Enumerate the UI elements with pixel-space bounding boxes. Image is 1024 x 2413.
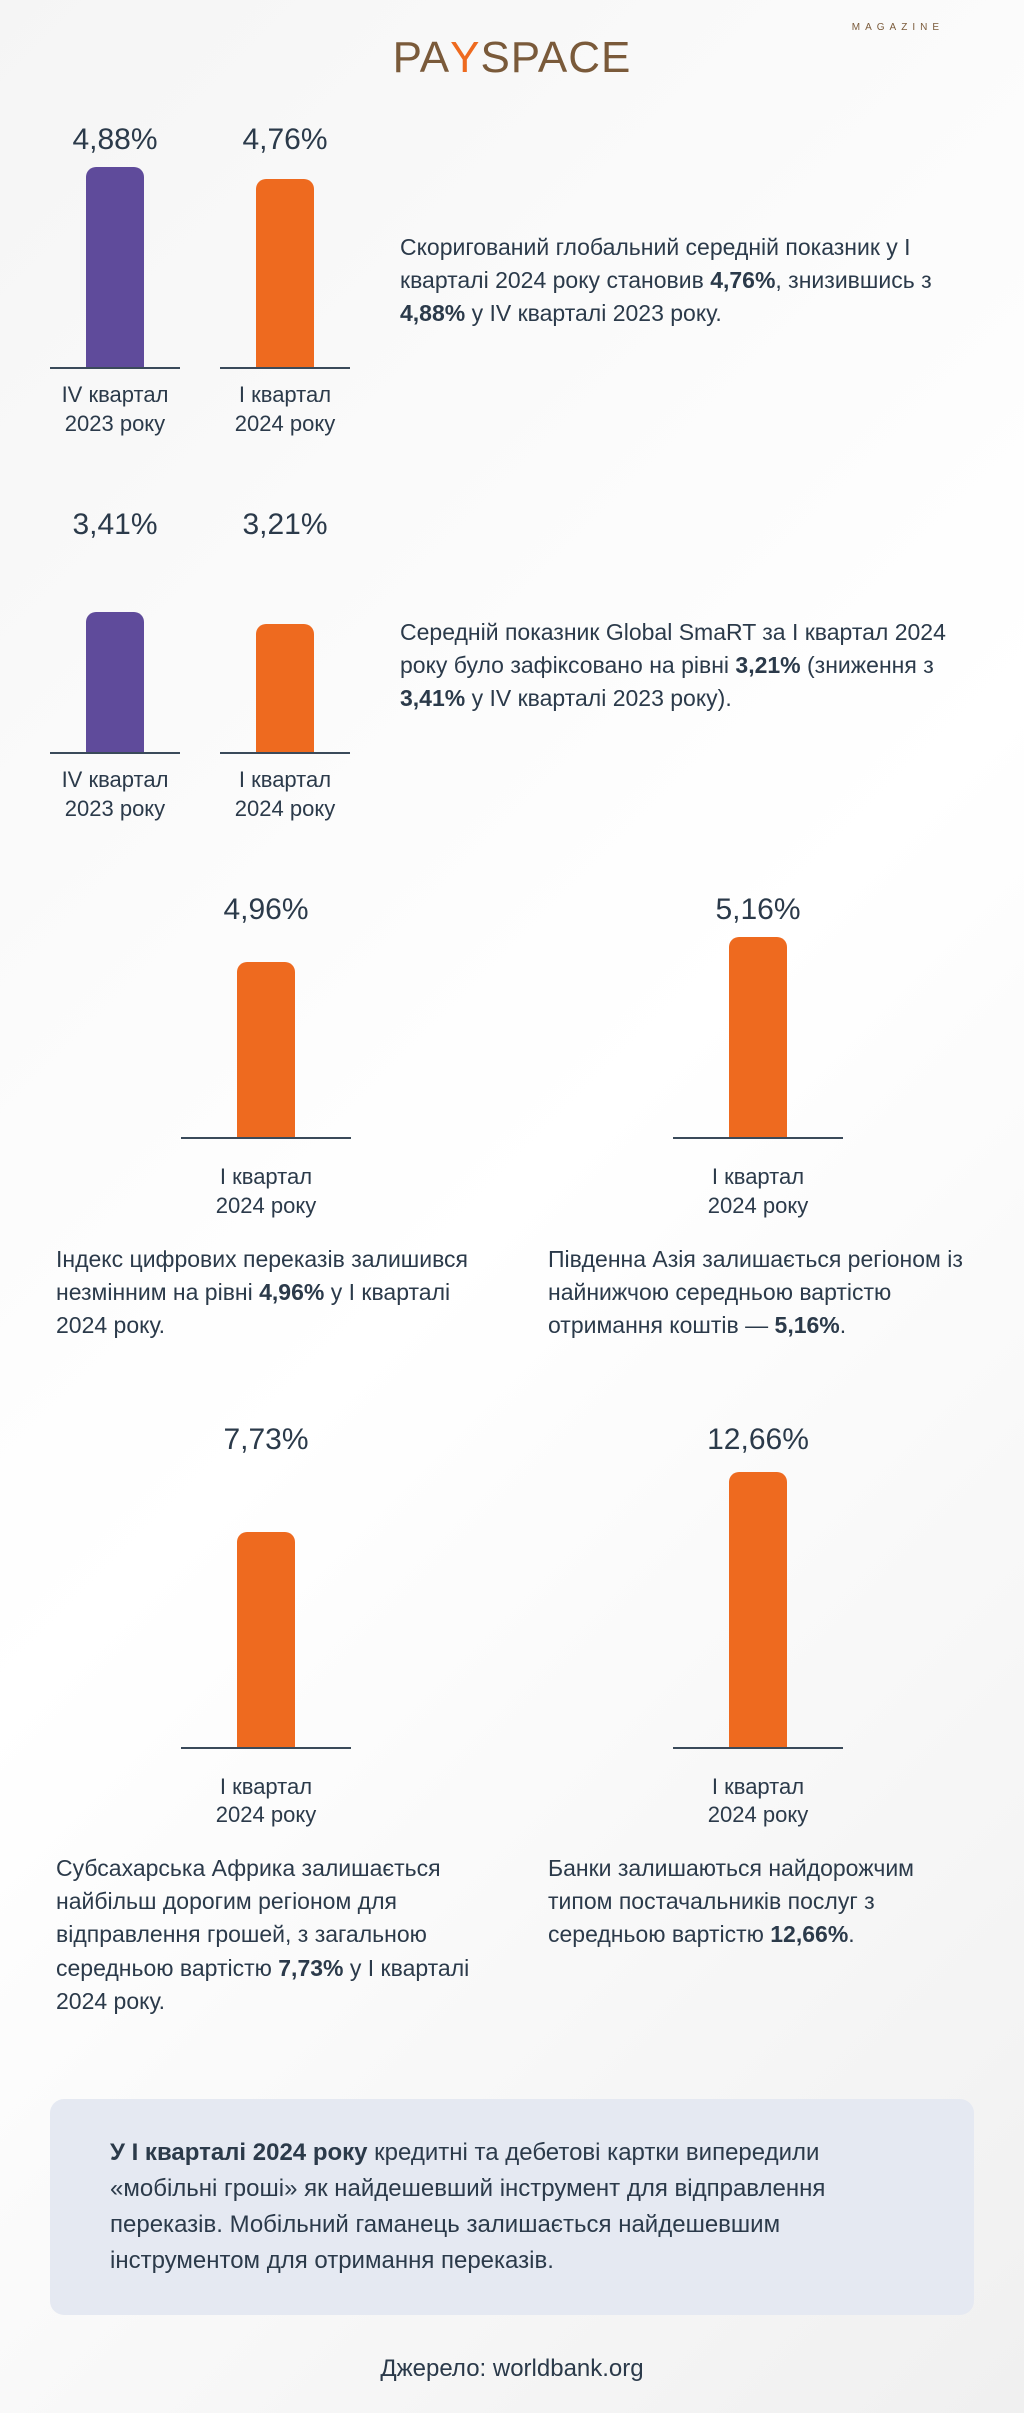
bar-value: 5,16%: [715, 893, 800, 927]
bar-x-label: I квартал 2024 року: [235, 766, 335, 823]
bar-value: 3,41%: [72, 508, 157, 542]
logo: MAGAZINE PAYSPACE: [50, 22, 974, 83]
row-africa-and-banks: 7,73% I квартал 2024 року Субсахарська А…: [50, 1423, 974, 2019]
cell-description: Банки залишаються найдорожчим типом пост…: [548, 1852, 968, 1952]
bar-q1-2024: 4,76% I квартал 2024 року: [220, 123, 350, 438]
bar: [256, 179, 314, 367]
bar-x-label: I квартал 2024 року: [235, 381, 335, 438]
bar: [729, 937, 787, 1137]
bar-q4-2023: 4,88% IV квартал 2023 року: [50, 123, 180, 438]
bar-q1-2024: 3,21% I квартал 2024 року: [220, 508, 350, 823]
bar-x-label: I квартал 2024 року: [708, 1773, 808, 1830]
logo-text: PAYSPACE: [393, 33, 632, 82]
row-digital-and-south-asia: 4,96% I квартал 2024 року Індекс цифрови…: [50, 893, 974, 1342]
bar-value: 3,21%: [242, 508, 327, 542]
bar: [86, 167, 144, 367]
bar: [237, 1532, 295, 1747]
bar-x-label: I квартал 2024 року: [216, 1163, 316, 1220]
bar-value: 4,96%: [223, 893, 308, 927]
row-global-smart: 3,41% IV квартал 2023 року 3,21% I кварт…: [50, 508, 974, 823]
bar: [729, 1472, 787, 1747]
cell-description: Індекс цифрових переказів залишився незм…: [56, 1243, 476, 1343]
chart-global-average: 4,88% IV квартал 2023 року 4,76% I кварт…: [50, 123, 350, 438]
cell-description: Субсахарська Африка залишається найбільш…: [56, 1852, 476, 2019]
row-description: Середній показник Global SmaRT за I квар…: [400, 616, 974, 716]
bar-q4-2023: 3,41% IV квартал 2023 року: [50, 508, 180, 823]
row-global-average: 4,88% IV квартал 2023 року 4,76% I кварт…: [50, 123, 974, 438]
row-description: Скоригований глобальний середній показни…: [400, 231, 974, 331]
cell-digital-index: 4,96% I квартал 2024 року Індекс цифрови…: [50, 893, 482, 1342]
cell-banks: 12,66% I квартал 2024 року Банки залишаю…: [542, 1423, 974, 2019]
bar: [86, 612, 144, 752]
bar-x-label: IV квартал 2023 року: [62, 381, 169, 438]
chart-global-smart: 3,41% IV квартал 2023 року 3,21% I кварт…: [50, 508, 350, 823]
cell-subsaharan-africa: 7,73% I квартал 2024 року Субсахарська А…: [50, 1423, 482, 2019]
bar-value: 4,88%: [72, 123, 157, 157]
footnote-box: У I кварталі 2024 року кредитні та дебет…: [50, 2099, 974, 2315]
logo-subtitle: MAGAZINE: [50, 22, 974, 33]
bar-x-label: I квартал 2024 року: [708, 1163, 808, 1220]
bar: [256, 624, 314, 752]
bar-value: 7,73%: [223, 1423, 308, 1457]
source-line: Джерело: worldbank.org: [50, 2355, 974, 2383]
bar-x-label: I квартал 2024 року: [216, 1773, 316, 1830]
cell-south-asia: 5,16% I квартал 2024 року Південна Азія …: [542, 893, 974, 1342]
bar-value: 4,76%: [242, 123, 327, 157]
bar: [237, 962, 295, 1137]
cell-description: Південна Азія залишається регіоном із на…: [548, 1243, 968, 1343]
bar-value: 12,66%: [707, 1423, 809, 1457]
bar-x-label: IV квартал 2023 року: [62, 766, 169, 823]
